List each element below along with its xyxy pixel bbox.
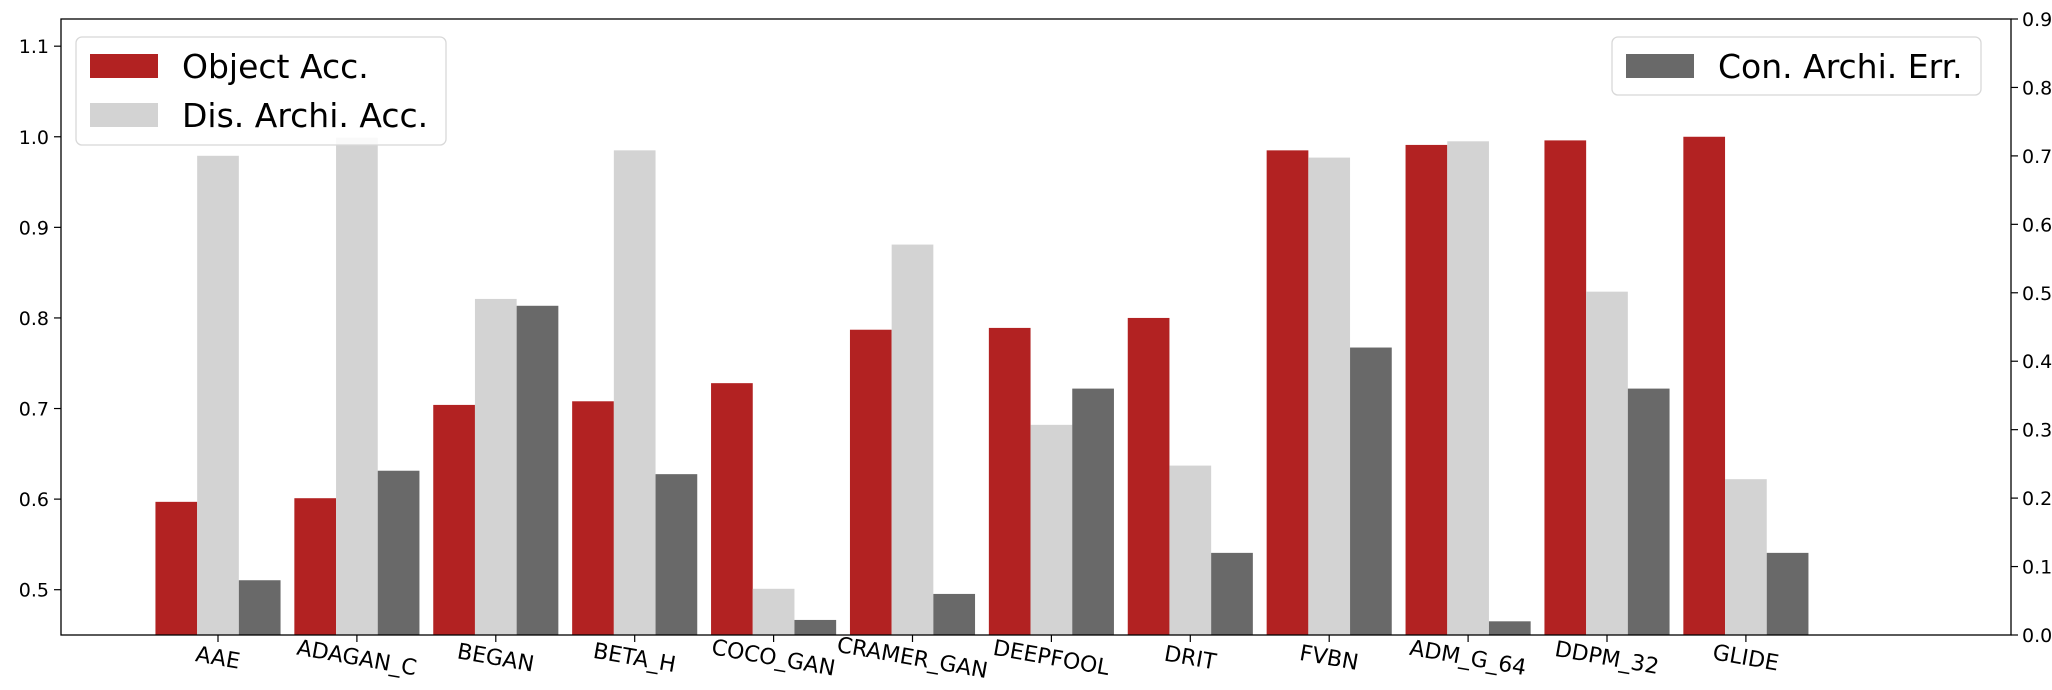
legend-swatch	[90, 103, 158, 127]
right-tick-label: 0.7	[2022, 146, 2052, 168]
bar-dis-archi-acc-adagan-c	[336, 137, 378, 636]
right-tick-label: 0.8	[2022, 77, 2052, 99]
left-y-axis: 0.5 0.6 0.7 0.8 0.9 1.0 1.1	[19, 36, 61, 602]
bar-dis-archi-acc-aae	[197, 155, 239, 636]
bar-object-acc-adm-g-64	[1405, 144, 1448, 636]
legend-label: Object Acc.	[182, 47, 369, 86]
right-tick-label: 0.1	[2022, 557, 2052, 579]
legend-label: Dis. Archi. Acc.	[182, 96, 428, 135]
bar-object-acc-cramer-gan	[849, 329, 892, 635]
left-tick-label: 0.9	[19, 217, 49, 239]
bar-dis-archi-acc-coco-gan	[752, 588, 795, 635]
bar-con-archi-err-aae	[238, 580, 281, 635]
bar-con-archi-err-began	[516, 305, 559, 635]
left-tick-label: 0.8	[19, 308, 49, 330]
bar-con-archi-err-coco-gan	[794, 619, 837, 635]
bars-layer	[155, 136, 1809, 636]
legend-left: Object Acc. Dis. Archi. Acc.	[75, 36, 447, 146]
legend-label: Con. Archi. Err.	[1718, 47, 1963, 86]
bar-con-archi-err-ddpm-32	[1627, 388, 1670, 635]
x-tick-label: FVBN	[1298, 641, 1361, 676]
x-axis: AAE ADAGAN_C BEGAN BETA_H COCO_GANCRAMER_GAN…	[194, 633, 1781, 684]
bar-object-acc-drit	[1127, 317, 1170, 635]
right-tick-label: 0.9	[2022, 9, 2052, 31]
bar-dis-archi-acc-began	[474, 298, 517, 635]
bar-object-acc-adagan-c	[294, 498, 337, 635]
bar-con-archi-err-deepfool	[1072, 388, 1114, 635]
bar-con-archi-err-drit	[1211, 552, 1253, 635]
bar-object-acc-ddpm-32	[1544, 140, 1587, 635]
left-tick-label: 0.6	[19, 489, 49, 511]
legend-right: Con. Archi. Err.	[1611, 36, 1982, 96]
bar-object-acc-aae	[155, 501, 198, 635]
bar-dis-archi-acc-cramer-gan	[891, 244, 934, 635]
right-y-axis: 0.0 0.1 0.2 0.3 0.4 0.5 0.6 0.7 0.8 0.9	[2011, 9, 2052, 647]
legend-swatch	[90, 54, 158, 78]
legend-box	[1611, 36, 1982, 96]
bar-con-archi-err-cramer-gan	[933, 593, 976, 635]
bar-dis-archi-acc-ddpm-32	[1586, 291, 1628, 635]
bar-object-acc-glide	[1683, 136, 1726, 635]
x-tick-label: COCO_GAN	[710, 635, 837, 681]
bar-dis-archi-acc-fvbn	[1308, 157, 1351, 635]
right-tick-label: 0.0	[2022, 625, 2052, 647]
bar-dis-archi-acc-beta-h	[613, 150, 656, 635]
x-tick-label: DRIT	[1162, 642, 1218, 676]
bar-dis-archi-acc-drit	[1169, 465, 1212, 635]
x-tick-label: BETA_H	[591, 639, 677, 678]
bar-con-archi-err-fvbn	[1350, 347, 1392, 635]
bar-dis-archi-acc-glide	[1725, 479, 1767, 635]
bar-con-archi-err-glide	[1766, 552, 1809, 635]
x-tick-label: DDPM_32	[1553, 637, 1661, 680]
x-tick-label: BEGAN	[455, 639, 536, 677]
legend-box	[75, 36, 447, 146]
bar-dis-archi-acc-deepfool	[1030, 424, 1073, 635]
bar-object-acc-fvbn	[1266, 150, 1309, 635]
x-tick-label: AAE	[194, 642, 242, 674]
left-tick-label: 1.0	[19, 127, 49, 149]
left-tick-label: 0.5	[19, 580, 49, 602]
right-tick-label: 0.2	[2022, 488, 2052, 510]
bar-con-archi-err-adagan-c	[377, 470, 420, 635]
plot-frame	[60, 18, 2012, 636]
x-tick-label: DEEPFOOL	[991, 636, 1112, 681]
bar-object-acc-began	[433, 404, 475, 635]
bar-object-acc-coco-gan	[711, 383, 753, 635]
bar-object-acc-beta-h	[572, 401, 614, 635]
legend-swatch	[1626, 54, 1694, 78]
bar-con-archi-err-adm-g-64	[1488, 621, 1531, 635]
right-tick-label: 0.5	[2022, 283, 2052, 305]
left-tick-label: 0.7	[19, 399, 49, 421]
right-tick-label: 0.4	[2022, 351, 2052, 373]
right-tick-label: 0.3	[2022, 420, 2052, 442]
bar-object-acc-deepfool	[988, 327, 1031, 635]
left-tick-label: 1.1	[19, 36, 49, 58]
x-tick-label: ADAGAN_C	[295, 636, 419, 682]
bar-con-archi-err-beta-h	[655, 474, 698, 635]
x-tick-label: ADM_G_64	[1408, 636, 1529, 681]
x-tick-label: GLIDE	[1711, 640, 1781, 676]
right-tick-label: 0.6	[2022, 214, 2052, 236]
bar-dis-archi-acc-adm-g-64	[1447, 141, 1489, 636]
